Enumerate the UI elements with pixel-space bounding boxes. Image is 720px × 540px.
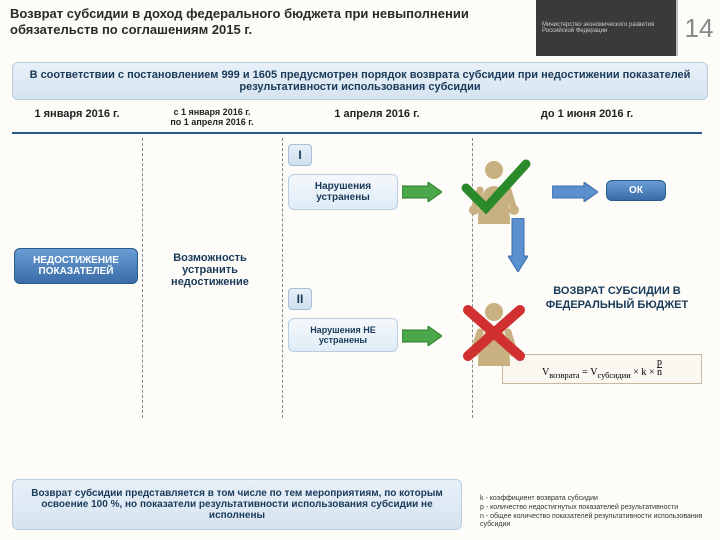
header: Возврат субсидии в доход федерального бю… [0,0,720,56]
stage-1-badge: I [288,144,312,166]
flow-area: НЕДОСТИЖЕНИЕ ПОКАЗАТЕЛЕЙ Возможность уст… [12,138,708,418]
timeline-range: с 1 января 2016 г. по 1 апреля 2016 г. [142,108,282,134]
timeline-jun1: до 1 июня 2016 г. [472,108,702,134]
title-block: Возврат субсидии в доход федерального бю… [0,0,536,56]
timeline-apr1: 1 апреля 2016 г. [282,108,472,134]
timeline-row: 1 января 2016 г. с 1 января 2016 г. по 1… [12,108,708,134]
box-nedostizhenie: НЕДОСТИЖЕНИЕ ПОКАЗАТЕЛЕЙ [14,248,138,284]
arrow-nar2-to-person [402,326,442,346]
timeline-range-to: по 1 апреля 2016 г. [142,118,282,128]
box-narusheniya-ne-ustraneny: Нарушения НЕ устранены [288,318,398,352]
box-vozmozhnost: Возможность устранить недостижение [150,246,270,294]
page-title: Возврат субсидии в доход федерального бю… [10,6,526,39]
box-narusheniya-ustraneny: Нарушения устранены [288,174,398,210]
ministry-label: Министерство экономического развития Рос… [536,0,676,56]
divider-1 [142,138,143,418]
person-cross-icon [446,298,542,373]
box-vozvrat-subsidii: ВОЗВРАТ СУБСИДИИ В ФЕДЕРАЛЬНЫЙ БЮДЖЕТ [532,278,702,319]
legend-p: p - количество недостигнутых показателей… [480,504,704,513]
arrow-nar1-to-person [402,182,442,202]
divider-2 [282,138,283,418]
timeline-jan1: 1 января 2016 г. [12,108,142,134]
person-check-icon [446,156,542,231]
top-banner: В соответствии с постановлением 999 и 16… [12,62,708,100]
arrow-person1-to-ok [552,182,598,202]
stage-2-badge: II [288,288,312,310]
legend-k: k - коэффициент возврата субсидии [480,495,704,504]
formula-text: Vвозврата = Vсубсидии × k × pn [542,358,662,380]
formula-legend: k - коэффициент возврата субсидии p - ко… [480,495,704,530]
legend-n: n - общее количество показателей результ… [480,513,704,531]
box-ok: ОК [606,180,666,201]
page-number: 14 [676,0,720,56]
bottom-banner: Возврат субсидии представляется в том чи… [12,479,462,530]
